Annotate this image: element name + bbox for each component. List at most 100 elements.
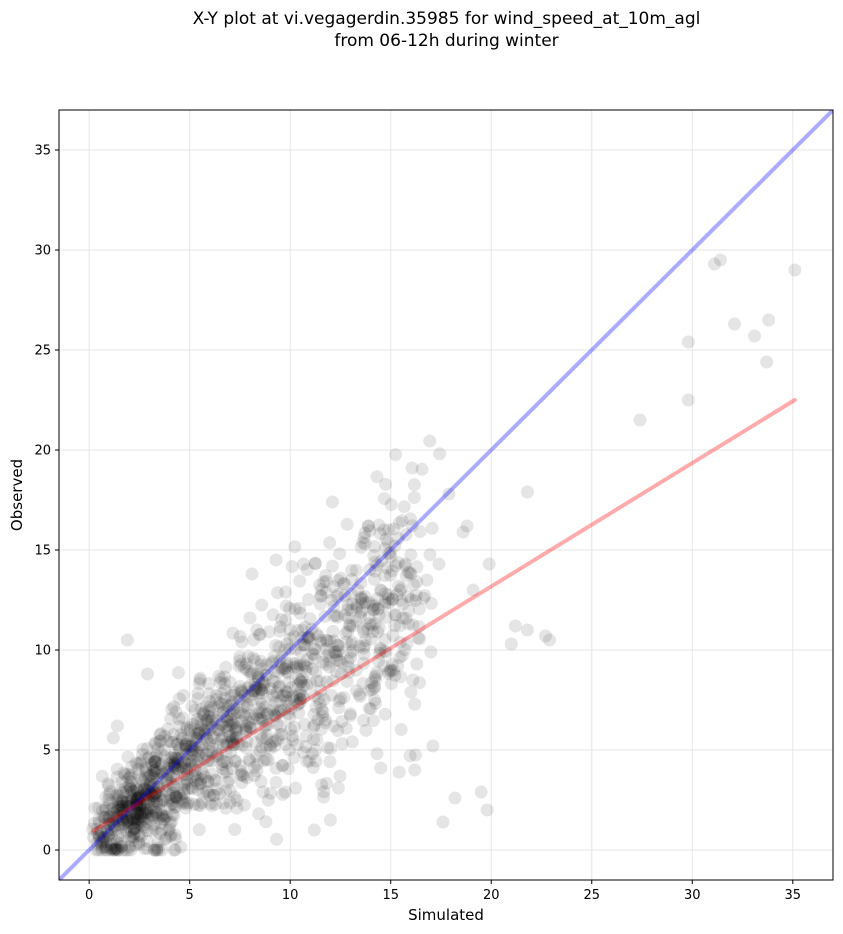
scatter-point [133,802,147,816]
scatter-point [384,568,397,582]
scatter-point [229,721,243,735]
scatter-point [205,714,219,728]
scatter-point [268,734,282,748]
scatter-point [214,717,228,731]
scatter-point [379,610,393,624]
scatter-point [424,645,438,659]
scatter-point [394,723,408,736]
scatter-point [297,657,311,671]
scatter-point [332,694,346,708]
scatter-point [389,608,403,622]
scatter-point [218,691,232,705]
scatter-point [316,705,330,719]
scatter-point [125,760,139,774]
scatter-point [314,722,328,736]
scatter-point [229,723,243,737]
scatter-point [206,700,220,714]
scatter-point [240,719,253,733]
scatter-point [148,754,162,768]
scatter-point [291,624,305,637]
scatter-point [305,647,319,661]
scatter-point [149,754,163,768]
scatter-point [179,801,193,815]
scatter-point [382,596,396,610]
scatter-point [269,638,283,652]
scatter-point [124,843,138,857]
scatter-point [154,816,168,830]
scatter-point [94,824,108,838]
scatter-point [299,740,313,754]
scatter-point [366,625,380,639]
scatter-point [119,824,133,838]
scatter-point [114,836,128,850]
scatter-point [398,559,412,573]
scatter-point [119,781,133,794]
scatter-point [282,676,296,689]
scatter-point [124,791,138,805]
scatter-point [287,751,301,765]
scatter-point [190,753,204,766]
scatter-point [113,799,127,813]
scatter-point [202,677,216,691]
scatter-point [98,811,112,824]
scatter-point [280,659,294,673]
scatter-point [161,768,175,781]
scatter-point [404,685,418,699]
scatter-point [362,683,376,697]
scatter-point [225,761,239,775]
scatter-point [260,732,274,746]
scatter-point [293,574,307,588]
scatter-point [183,721,197,735]
scatter-point [307,648,321,662]
scatter-point [162,823,175,837]
scatter-point [278,662,292,676]
scatter-point [460,519,474,533]
scatter-point [355,603,369,617]
scatter-point [269,675,283,689]
scatter-point [147,764,161,778]
scatter-point [266,608,280,622]
scatter-point [169,772,183,786]
scatter-point [267,690,281,704]
scatter-point [144,768,158,782]
scatter-point [220,756,234,769]
scatter-point [231,705,244,719]
scatter-point [143,768,157,782]
scatter-point [382,592,396,606]
scatter-point [126,784,139,798]
scatter-point [340,635,353,649]
scatter-point [196,787,210,801]
scatter-point [156,812,170,826]
scatter-point [211,736,225,750]
scatter-point [167,700,181,714]
scatter-point [387,522,401,536]
scatter-point [213,696,227,710]
scatter-point [394,670,408,684]
scatter-point [362,702,376,715]
scatter-point [309,700,323,714]
scatter-point [359,723,373,737]
scatter-point [90,836,104,850]
scatter-point [280,656,293,670]
scatter-point [179,747,193,761]
scatter-point [389,559,403,573]
scatter-point [405,519,419,533]
scatter-point [216,754,230,768]
scatter-point [255,686,269,700]
scatter-point [320,633,334,647]
scatter-point [271,732,285,746]
scatter-point [121,771,135,785]
scatter-point [184,739,198,752]
scatter-point [141,751,155,765]
scatter-point [288,602,302,616]
scatter-point [92,829,106,843]
scatter-point [142,795,156,809]
scatter-point [238,710,252,724]
scatter-point [200,785,213,799]
scatter-point [340,517,354,531]
scatter-point [177,783,191,797]
scatter-point [299,664,313,678]
scatter-point [86,822,99,836]
scatter-point [223,675,237,689]
scatter-point [285,560,299,573]
